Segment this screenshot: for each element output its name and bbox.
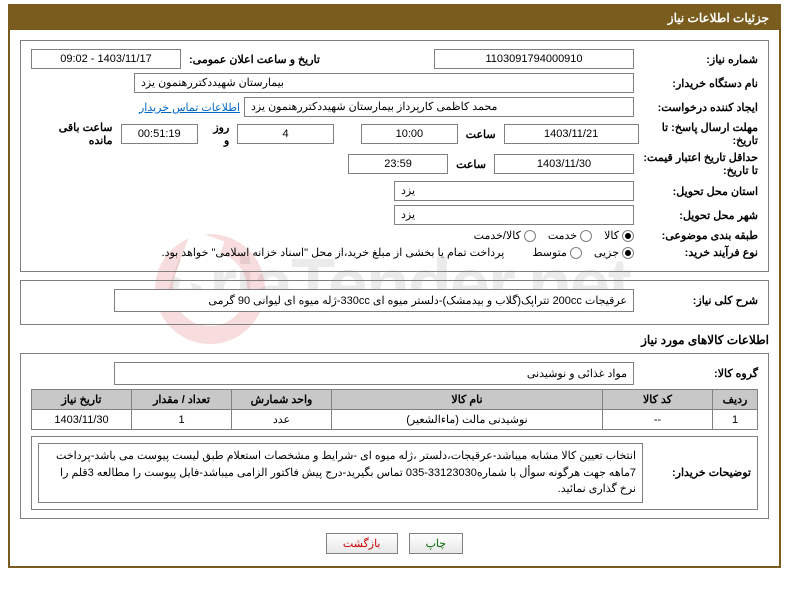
goods-box: گروه کالا: مواد غذائی و نوشیدنی ردیف کد … [20, 353, 769, 519]
th-unit: واحد شمارش [232, 390, 332, 410]
province-value: یزد [394, 181, 634, 201]
buyer-notes-box: توضیحات خریدار: انتخاب تعیین کالا مشابه … [31, 436, 758, 510]
purchase-type-radios: جزیی متوسط [532, 246, 634, 259]
city-label: شهر محل تحویل: [638, 209, 758, 222]
summary-value: عرقیجات 200cc تتراپک(گلاب و بیدمشک)-دلست… [114, 289, 634, 312]
th-date: تاریخ نیاز [32, 390, 132, 410]
buyer-notes-label: توضیحات خریدار: [651, 443, 751, 503]
row-province: استان محل تحویل: یزد [31, 181, 758, 201]
summary-box: شرح کلی نیاز: عرقیجات 200cc تتراپک(گلاب … [20, 280, 769, 325]
table-row: 1 -- نوشیدنی مالت (ماءالشعیر) عدد 1 1403… [32, 410, 758, 430]
radio-goods[interactable]: کالا [604, 229, 634, 242]
row-city: شهر محل تحویل: یزد [31, 205, 758, 225]
requester-label: ایجاد کننده درخواست: [638, 101, 758, 114]
row-validity: حداقل تاریخ اعتبار قیمت: تا تاریخ: 1403/… [31, 151, 758, 177]
row-requester: ایجاد کننده درخواست: محمد کاظمی کارپرداز… [31, 97, 758, 117]
td-unit: عدد [232, 410, 332, 430]
purchase-type-label: نوع فرآیند خرید: [638, 246, 758, 259]
announce-value: 1403/11/17 - 09:02 [31, 49, 181, 69]
remaining-label: ساعت باقی مانده [31, 121, 117, 147]
table-header-row: ردیف کد کالا نام کالا واحد شمارش تعداد /… [32, 390, 758, 410]
need-number-value: 1103091794000910 [434, 49, 634, 69]
radio-medium[interactable]: متوسط [532, 246, 582, 259]
td-date: 1403/11/30 [32, 410, 132, 430]
main-panel: جزئیات اطلاعات نیاز شماره نیاز: 11030917… [8, 4, 781, 568]
td-qty: 1 [132, 410, 232, 430]
buyer-org-label: نام دستگاه خریدار: [638, 77, 758, 90]
row-buyer-org: نام دستگاه خریدار: بیمارستان شهیددکتررهن… [31, 73, 758, 93]
time-label-2: ساعت [452, 158, 490, 171]
th-code: کد کالا [603, 390, 713, 410]
radio-goods-label: کالا [604, 229, 619, 242]
row-purchase-type: نوع فرآیند خرید: جزیی متوسط پرداخت تمام … [31, 246, 758, 259]
deadline-date: 1403/11/21 [504, 124, 639, 144]
buyer-notes-content: انتخاب تعیین کالا مشابه میباشد-عرقیجات،د… [38, 443, 643, 503]
content-area: شماره نیاز: 1103091794000910 تاریخ و ساع… [10, 30, 779, 566]
panel-title: جزئیات اطلاعات نیاز [668, 11, 769, 25]
deadline-time: 10:00 [361, 124, 458, 144]
remaining-time: 00:51:19 [121, 124, 198, 144]
goods-group-value: مواد غذائی و نوشیدنی [114, 362, 634, 385]
requester-value: محمد کاظمی کارپرداز بیمارستان شهیددکترره… [244, 97, 634, 117]
radio-partial-circle [622, 247, 634, 259]
print-button[interactable]: چاپ [409, 533, 464, 554]
deadline-label: مهلت ارسال پاسخ: تا تاریخ: [643, 121, 758, 147]
td-code: -- [603, 410, 713, 430]
row-summary: شرح کلی نیاز: عرقیجات 200cc تتراپک(گلاب … [31, 289, 758, 312]
purchase-note: پرداخت تمام یا بخشی از مبلغ خرید،از محل … [162, 246, 505, 259]
radio-medium-circle [570, 247, 582, 259]
city-value: یزد [394, 205, 634, 225]
radio-goods-circle [622, 230, 634, 242]
summary-label: شرح کلی نیاز: [638, 294, 758, 307]
th-name: نام کالا [332, 390, 603, 410]
td-row: 1 [713, 410, 758, 430]
days-label: روز و [202, 121, 233, 147]
radio-service-circle [580, 230, 592, 242]
days-count: 4 [237, 124, 334, 144]
row-need-number: شماره نیاز: 1103091794000910 تاریخ و ساع… [31, 49, 758, 69]
announce-label: تاریخ و ساعت اعلان عمومی: [185, 53, 324, 66]
row-category: طبقه بندی موضوعی: کالا خدمت کالا/خدمت [31, 229, 758, 242]
time-label-1: ساعت [462, 128, 500, 141]
category-label: طبقه بندی موضوعی: [638, 229, 758, 242]
panel-header: جزئیات اطلاعات نیاز [10, 6, 779, 30]
category-radios: کالا خدمت کالا/خدمت [474, 229, 634, 242]
row-deadline: مهلت ارسال پاسخ: تا تاریخ: 1403/11/21 سا… [31, 121, 758, 147]
radio-service[interactable]: خدمت [548, 229, 592, 242]
radio-goods-service-circle [524, 230, 536, 242]
th-qty: تعداد / مقدار [132, 390, 232, 410]
radio-medium-label: متوسط [532, 246, 567, 259]
goods-info-title: اطلاعات کالاهای مورد نیاز [20, 333, 769, 347]
contact-link[interactable]: اطلاعات تماس خریدار [139, 101, 240, 114]
main-info-box: شماره نیاز: 1103091794000910 تاریخ و ساع… [20, 40, 769, 272]
province-label: استان محل تحویل: [638, 185, 758, 198]
validity-date: 1403/11/30 [494, 154, 634, 174]
radio-goods-service[interactable]: کالا/خدمت [474, 229, 536, 242]
need-number-label: شماره نیاز: [638, 53, 758, 66]
td-name: نوشیدنی مالت (ماءالشعیر) [332, 410, 603, 430]
row-goods-group: گروه کالا: مواد غذائی و نوشیدنی [31, 362, 758, 385]
radio-goods-service-label: کالا/خدمت [474, 229, 521, 242]
radio-partial-label: جزیی [594, 246, 619, 259]
validity-label: حداقل تاریخ اعتبار قیمت: تا تاریخ: [638, 151, 758, 177]
goods-group-label: گروه کالا: [638, 367, 758, 380]
buyer-org-value: بیمارستان شهیددکتررهنمون یزد [134, 73, 634, 93]
button-row: چاپ بازگشت [20, 527, 769, 556]
goods-table: ردیف کد کالا نام کالا واحد شمارش تعداد /… [31, 389, 758, 430]
back-button[interactable]: بازگشت [326, 533, 398, 554]
radio-service-label: خدمت [548, 229, 577, 242]
radio-partial[interactable]: جزیی [594, 246, 634, 259]
th-row: ردیف [713, 390, 758, 410]
validity-time: 23:59 [348, 154, 448, 174]
